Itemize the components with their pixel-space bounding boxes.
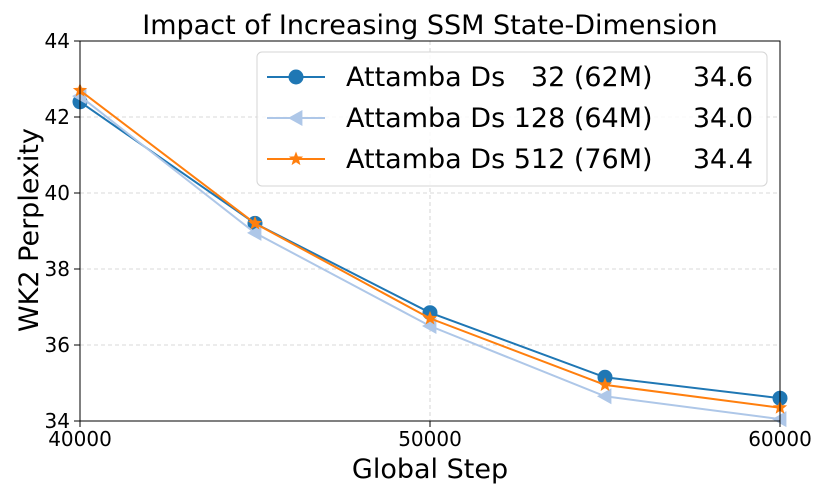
data-point bbox=[247, 215, 263, 230]
legend-item[interactable]: Attamba Ds 32 (62M) 34.6 bbox=[267, 62, 753, 93]
y-tick-label: 40 bbox=[45, 181, 70, 205]
data-point bbox=[597, 369, 613, 385]
y-tick-label: 42 bbox=[45, 105, 70, 129]
legend-value: 34.6 bbox=[693, 62, 753, 93]
data-point bbox=[422, 310, 438, 325]
y-tick-label: 34 bbox=[45, 409, 70, 433]
legend-value: 34.4 bbox=[693, 144, 753, 175]
data-point bbox=[772, 411, 787, 428]
legend-label: Attamba Ds 32 (62M) bbox=[346, 62, 653, 93]
x-tick-label: 60000 bbox=[748, 427, 812, 451]
x-tick-label: 40000 bbox=[48, 427, 112, 451]
chart-title: Impact of Increasing SSM State-Dimension bbox=[142, 10, 717, 41]
legend-marker bbox=[288, 110, 303, 126]
legend[interactable]: Attamba Ds 32 (62M) 34.6 Attamba Ds 128 (6… bbox=[256, 51, 768, 187]
x-axis-label: Global Step bbox=[352, 454, 508, 485]
legend-marker bbox=[288, 151, 304, 166]
legend-value: 34.0 bbox=[693, 103, 753, 134]
y-tick-label: 44 bbox=[45, 29, 70, 53]
x-tick-label: 50000 bbox=[398, 427, 462, 451]
axes: 40000 50000 60000 34 36 38 40 42 44 bbox=[45, 29, 812, 451]
y-tick-label: 36 bbox=[45, 333, 70, 357]
legend-marker bbox=[288, 69, 304, 85]
legend-item[interactable]: Attamba Ds 512 (76M) 34.4 bbox=[267, 144, 753, 175]
legend-label: Attamba Ds 512 (76M) bbox=[346, 144, 653, 175]
y-tick-label: 38 bbox=[45, 257, 70, 281]
data-point bbox=[247, 224, 262, 241]
legend-label: Attamba Ds 128 (64M) bbox=[346, 103, 653, 134]
y-axis-label: WK2 Perplexity bbox=[14, 128, 45, 332]
legend-box bbox=[256, 51, 768, 187]
legend-item[interactable]: Attamba Ds 128 (64M) 34.0 bbox=[267, 103, 753, 134]
data-point bbox=[597, 377, 613, 391]
data-point bbox=[597, 388, 612, 405]
